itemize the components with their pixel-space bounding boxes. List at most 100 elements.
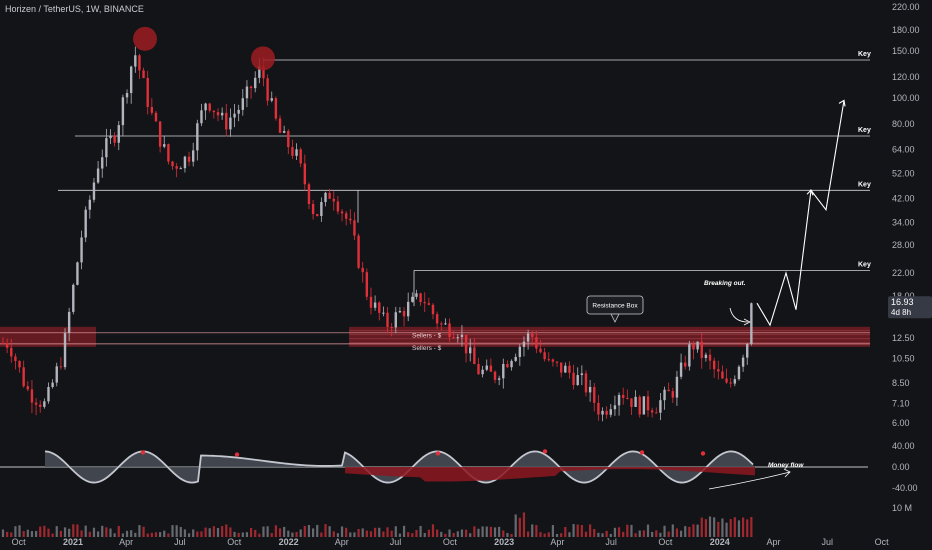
time-tick-label: Apr (550, 537, 564, 547)
volume-bar (270, 533, 273, 537)
time-tick-label: Oct (875, 537, 890, 547)
volume-bar (431, 524, 435, 537)
volume-bar (357, 528, 360, 537)
candle-body (717, 369, 720, 372)
candle-body (737, 366, 741, 380)
volume-bar (187, 533, 191, 537)
volume-bar (299, 529, 302, 537)
volume-bar (101, 525, 104, 537)
volume-bar (708, 516, 712, 537)
volume-bar (667, 531, 670, 537)
candle-body (320, 202, 323, 217)
candle-body (349, 218, 352, 221)
volume-bar (469, 533, 472, 537)
candle-body (295, 149, 298, 156)
volume-bar (51, 533, 54, 537)
volume-bar (208, 528, 211, 537)
candle-body (696, 341, 699, 350)
candle-body (630, 398, 633, 407)
candle-body (311, 203, 315, 215)
price-tick-label: 34.00 (892, 218, 915, 228)
volume-bar (249, 528, 253, 537)
volume-bar (634, 533, 637, 537)
candle-body (5, 343, 9, 348)
volume-bar (539, 532, 542, 537)
volume-bar (291, 532, 294, 537)
volume-bar (262, 526, 265, 537)
candle-body (146, 78, 149, 107)
volume-bar (679, 530, 683, 537)
volume-bar (274, 525, 277, 537)
left-resistance-zone (0, 326, 96, 347)
zones-layer: Sellers - $ Sellers - $ (0, 326, 870, 352)
price-tick-label: 80.00 (892, 119, 915, 129)
candle-body (378, 302, 381, 313)
candle-body (369, 296, 373, 308)
oscillator-signal-dot (639, 450, 645, 455)
volume-bar (138, 525, 141, 537)
volume-bar (68, 528, 71, 537)
volume-bar (84, 525, 87, 537)
candle-body (80, 237, 83, 263)
volume-bar (605, 530, 608, 537)
volume-bar (278, 528, 282, 537)
candle-body (597, 402, 600, 415)
candle-body (303, 163, 307, 185)
candle-body (10, 347, 13, 357)
volume-bar (448, 529, 451, 537)
volume-bar (14, 526, 17, 537)
candle-body (204, 103, 207, 111)
volume-bar (76, 524, 79, 537)
candle-body (382, 312, 385, 314)
volume-bar (254, 529, 257, 537)
candle-body (448, 323, 451, 337)
candle-body (497, 378, 501, 380)
price-tick-label: 100.00 (892, 93, 920, 103)
candle-body (171, 161, 174, 167)
volume-tick-label: 10 M (892, 503, 912, 513)
volume-bar (105, 527, 108, 537)
volume-bar (336, 533, 340, 537)
time-tick-label: Oct (12, 537, 27, 547)
candle-body (617, 394, 621, 406)
candle-body (154, 112, 158, 122)
candle-body (477, 364, 480, 375)
sellers-label: Sellers - $ (412, 333, 442, 340)
volume-bar (142, 526, 145, 537)
price-tick-label: 52.00 (892, 169, 915, 179)
candle-body (101, 157, 104, 169)
candle-body (725, 378, 728, 383)
chart-header[interactable]: Horizen / TetherUS, 1W, BINANCE (5, 4, 144, 14)
volume-bar (382, 531, 385, 537)
volume-bar (349, 532, 352, 537)
candle-body (692, 344, 695, 350)
candle-body (708, 354, 712, 361)
oscillator-signal-dot (234, 452, 240, 457)
volume-bar (295, 532, 298, 537)
candle-body (489, 365, 493, 372)
candle-body (150, 106, 154, 113)
volume-bar (80, 530, 83, 537)
candle-body (469, 347, 472, 354)
volume-bar (688, 526, 691, 537)
candle-body (543, 352, 546, 360)
candle-body (580, 373, 584, 376)
volume-bar (655, 530, 658, 537)
price-tick-label: 8.50 (892, 378, 910, 388)
candle-body (357, 235, 360, 268)
volume-bar (287, 530, 290, 537)
volume-bar (117, 525, 120, 537)
volume-bar (510, 533, 513, 537)
candles-layer (1, 46, 753, 422)
candle-body (361, 267, 364, 273)
candle-body (609, 409, 612, 415)
oscillator-signal-dot (542, 449, 548, 454)
volume-bar (555, 533, 559, 537)
candle-body (750, 303, 753, 344)
candle-body (373, 302, 377, 308)
volume-bar (345, 527, 348, 537)
candle-body (390, 326, 393, 328)
candle-body (526, 333, 530, 342)
volume-bar (328, 526, 331, 537)
